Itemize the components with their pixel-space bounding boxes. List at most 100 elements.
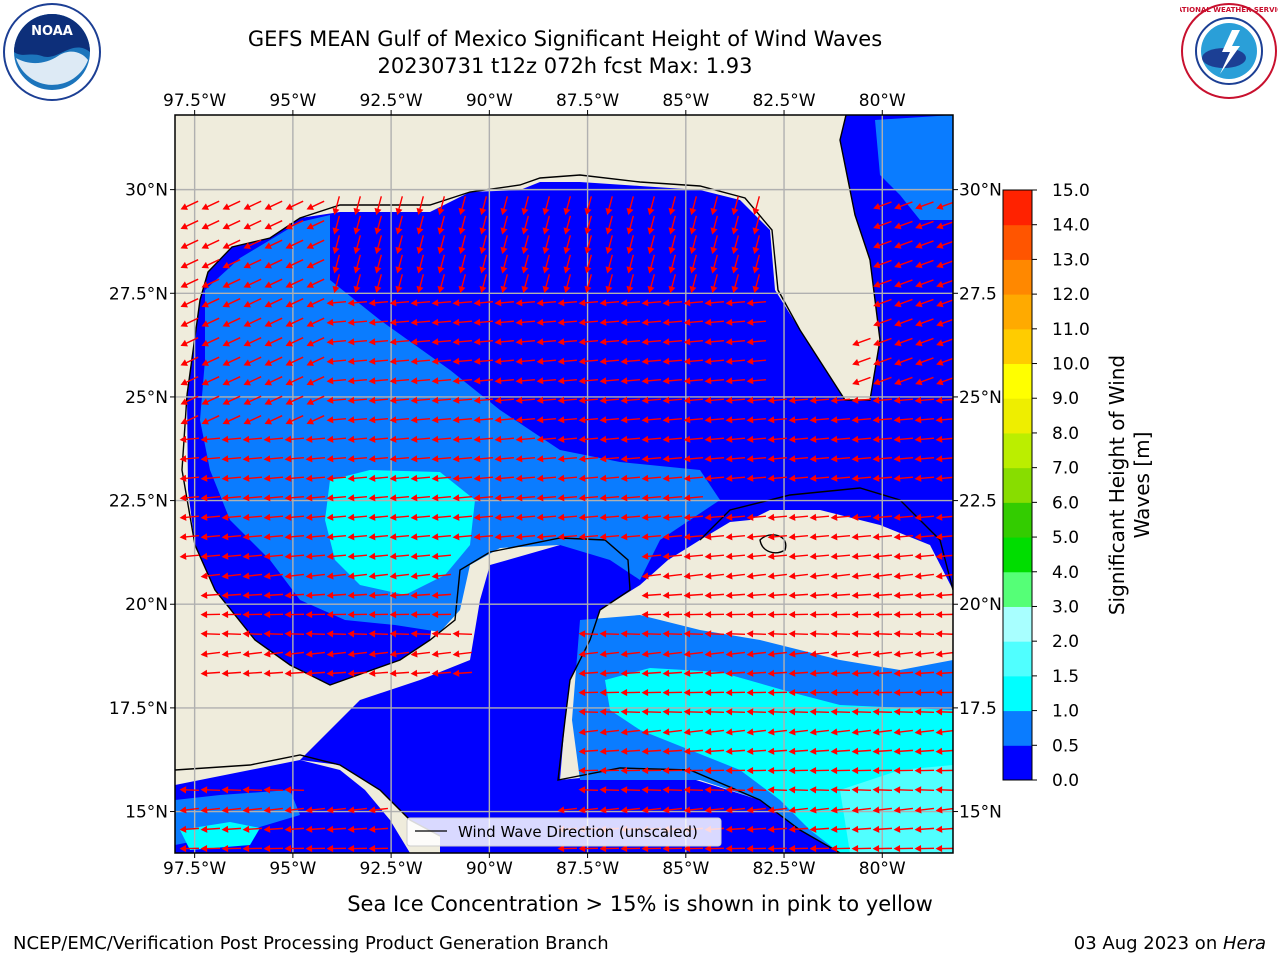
wave-direction-arrowhead bbox=[746, 766, 754, 775]
wave-direction-arrowhead bbox=[201, 281, 209, 288]
wave-direction-arrowhead bbox=[368, 357, 376, 365]
wave-direction-arrowhead bbox=[851, 591, 859, 599]
colorbar-segment bbox=[1003, 537, 1032, 573]
wave-direction-arrowhead bbox=[620, 747, 628, 755]
wave-direction-arrowhead bbox=[830, 728, 838, 736]
wave-direction-arrowhead bbox=[201, 261, 209, 269]
wave-direction-arrowhead bbox=[452, 377, 460, 385]
wave-direction-arrowhead bbox=[683, 786, 691, 794]
colorbar-tick-label: 14.0 bbox=[1052, 216, 1090, 236]
wave-direction-arrowhead bbox=[515, 494, 523, 502]
wave-direction-arrowhead bbox=[200, 669, 208, 677]
wave-direction-arrowhead bbox=[536, 533, 544, 541]
wave-direction-arrowhead bbox=[641, 357, 649, 365]
wave-direction-arrowhead bbox=[704, 630, 712, 638]
wave-direction-arrowhead bbox=[873, 222, 881, 230]
wave-direction-arrowhead bbox=[416, 246, 424, 255]
wave-direction-arrowhead bbox=[536, 318, 544, 326]
wave-direction-arrowhead bbox=[201, 222, 209, 230]
wave-direction-arrowhead bbox=[285, 320, 293, 327]
wave-direction-arrowhead bbox=[599, 728, 607, 736]
wave-direction-arrowhead bbox=[915, 222, 923, 230]
wave-direction-arrowhead bbox=[180, 320, 188, 327]
wave-direction-arrowhead bbox=[452, 357, 460, 365]
wave-direction-arrowhead bbox=[704, 610, 712, 619]
wave-direction-arrowhead bbox=[704, 844, 712, 853]
wave-direction-arrowhead bbox=[915, 202, 923, 210]
wave-direction-arrowhead bbox=[746, 747, 754, 755]
wave-direction-arrowhead bbox=[284, 806, 292, 814]
wave-direction-arrowhead bbox=[515, 318, 523, 326]
wave-direction-arrowhead bbox=[243, 320, 251, 327]
wave-direction-arrowhead bbox=[542, 246, 550, 255]
colorbar-tick-label: 13.0 bbox=[1052, 250, 1090, 270]
sea-ice-note: Sea Ice Concentration > 15% is shown in … bbox=[347, 892, 933, 916]
wave-direction-arrowhead bbox=[578, 338, 586, 346]
wave-direction-arrowhead bbox=[458, 246, 466, 255]
wave-direction-arrowhead bbox=[222, 398, 230, 405]
wave-direction-arrowhead bbox=[222, 378, 230, 386]
wave-direction-arrowhead bbox=[767, 533, 775, 541]
wave-direction-arrowhead bbox=[872, 552, 880, 560]
wave-direction-arrowhead bbox=[935, 708, 943, 716]
wave-direction-arrowhead bbox=[284, 844, 292, 853]
wave-direction-arrowhead bbox=[809, 844, 817, 853]
wave-direction-arrowhead bbox=[200, 572, 208, 580]
wave-direction-arrowhead bbox=[620, 338, 628, 346]
wave-direction-arrowhead bbox=[222, 261, 230, 269]
wave-direction-arrowhead bbox=[725, 669, 733, 677]
wave-direction-arrowhead bbox=[284, 435, 292, 443]
wave-direction-arrowhead bbox=[515, 377, 523, 385]
wave-direction-arrowhead bbox=[500, 285, 508, 294]
wave-direction-arrowhead bbox=[500, 227, 508, 235]
wave-direction-arrowhead bbox=[179, 513, 187, 521]
wave-direction-arrowhead bbox=[410, 338, 418, 346]
wave-direction-arrowhead bbox=[914, 474, 922, 482]
lon-label-top: 80°W bbox=[859, 91, 906, 111]
wave-direction-arrowhead bbox=[851, 396, 859, 404]
wave-direction-arrowhead bbox=[264, 222, 272, 230]
wave-direction-arrowhead bbox=[683, 650, 691, 658]
wave-direction-arrowhead bbox=[368, 533, 376, 541]
wave-direction-arrowhead bbox=[416, 266, 424, 274]
wave-direction-arrowhead bbox=[431, 435, 439, 443]
wave-direction-arrowhead bbox=[200, 455, 208, 463]
wave-direction-arrowhead bbox=[243, 222, 251, 230]
wave-direction-arrowhead bbox=[368, 435, 376, 443]
wave-direction-arrowhead bbox=[179, 435, 187, 443]
colorbar-tick-label: 4.0 bbox=[1052, 563, 1079, 583]
wave-direction-arrowhead bbox=[788, 630, 796, 638]
wave-direction-arrowhead bbox=[725, 806, 733, 814]
wave-direction-arrowhead bbox=[620, 786, 628, 794]
wave-direction-arrowhead bbox=[347, 299, 355, 307]
wave-direction-arrowhead bbox=[179, 806, 187, 814]
wave-direction-arrowhead bbox=[347, 455, 355, 463]
wave-direction-arrowhead bbox=[473, 377, 481, 385]
nws-logo: NATIONAL WEATHER SERVICE bbox=[1180, 3, 1278, 99]
wave-direction-arrowhead bbox=[620, 357, 628, 365]
wave-direction-arrowhead bbox=[306, 300, 314, 308]
wave-direction-arrowhead bbox=[563, 246, 571, 255]
wave-direction-arrowhead bbox=[389, 513, 397, 521]
wave-direction-arrowhead bbox=[662, 338, 670, 346]
wave-direction-arrowhead bbox=[180, 242, 188, 249]
wave-direction-arrowhead bbox=[851, 669, 859, 677]
wave-direction-arrowhead bbox=[731, 227, 739, 235]
wave-direction-arrowhead bbox=[222, 222, 230, 230]
wave-direction-arrowhead bbox=[641, 650, 649, 658]
wave-direction-arrowhead bbox=[704, 572, 712, 580]
colorbar bbox=[1002, 189, 1037, 781]
legend-label: Wind Wave Direction (unscaled) bbox=[458, 823, 698, 841]
wave-direction-arrowhead bbox=[515, 338, 523, 346]
wave-direction-arrowhead bbox=[326, 591, 334, 599]
wave-direction-arrowhead bbox=[894, 280, 902, 288]
wave-direction-arrowhead bbox=[788, 416, 796, 424]
wave-direction-arrowhead bbox=[914, 688, 922, 697]
wave-direction-arrowhead bbox=[809, 416, 817, 424]
wave-direction-arrowhead bbox=[872, 610, 880, 619]
wave-direction-arrowhead bbox=[788, 747, 796, 755]
colorbar-tick-label: 6.0 bbox=[1052, 493, 1079, 513]
wave-direction-arrowhead bbox=[221, 435, 229, 443]
wave-direction-arrowhead bbox=[809, 591, 817, 599]
